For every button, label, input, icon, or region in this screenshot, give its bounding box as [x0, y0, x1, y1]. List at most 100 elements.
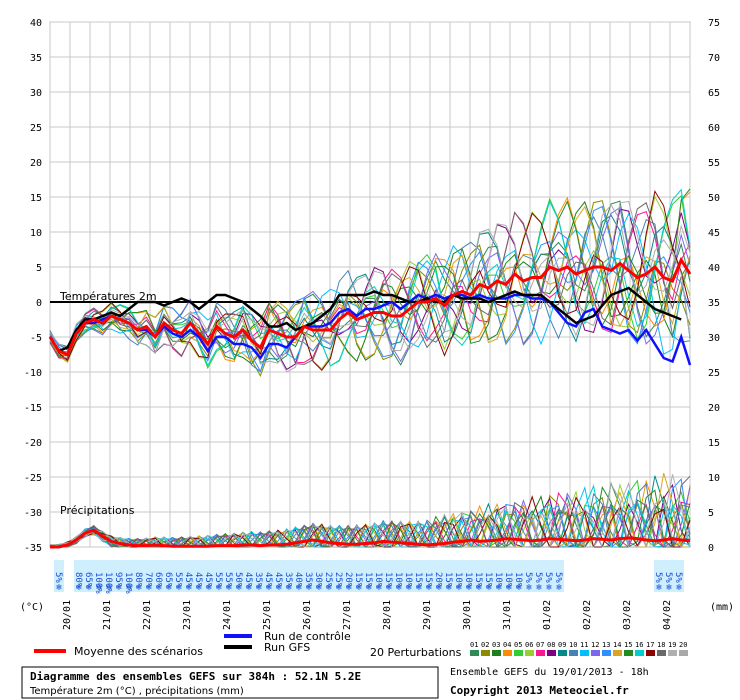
snow-probability-label: 15%: [423, 572, 433, 589]
perturbation-precip-line: [50, 472, 690, 548]
perturb-swatch: [646, 650, 655, 656]
snow-probability-label: 95%: [113, 572, 123, 589]
snow-flake-icon: ❄: [446, 583, 452, 593]
perturb-swatch: [580, 650, 589, 656]
perturb-swatch: [514, 650, 523, 656]
perturb-id: 06: [525, 641, 533, 649]
snow-probability-label: 65%: [163, 572, 173, 589]
snow-cell: [544, 560, 554, 592]
snow-probability-label: 15%: [413, 572, 423, 589]
snow-cell: [394, 560, 404, 592]
left-tick-label: 35: [30, 53, 42, 64]
snow-probability-label: 80%: [73, 572, 83, 589]
box-subtitle: Température 2m (°C) , précipitations (mm…: [29, 685, 244, 697]
x-date-label: 23/01: [182, 600, 193, 630]
snow-flake-icon: ❄: [286, 583, 292, 593]
snow-flake-icon: ❄: [376, 583, 382, 593]
perturb-id: 10: [569, 641, 577, 649]
snow-cell: [524, 560, 534, 592]
perturb-swatch: [525, 650, 534, 656]
snow-cell: [134, 560, 144, 592]
snow-cell: [514, 560, 524, 592]
precipitation-section-label: Précipitations: [60, 504, 135, 517]
right-tick-label: 0: [708, 543, 714, 554]
snow-flake-icon: ❄: [556, 583, 562, 593]
snow-cell: [484, 560, 494, 592]
snow-flake-icon: ❄: [396, 583, 402, 593]
snow-flake-icon: ❄: [366, 583, 372, 593]
legend-control-swatch: [224, 634, 252, 638]
perturb-id: 11: [580, 641, 588, 649]
legend: Run de contrôle Run GFS Moyenne des scén…: [34, 630, 688, 659]
perturbation-temp-line: [49, 205, 691, 363]
perturbation-precip-line: [49, 495, 691, 548]
snow-flake-icon: ❄: [466, 583, 472, 593]
perturb-id: 14: [613, 641, 621, 649]
snow-cell: [404, 560, 414, 592]
box-title: Diagramme des ensembles GEFS sur 384h : …: [30, 670, 361, 683]
snow-cell: [534, 560, 544, 592]
snow-probability-label: 100%: [123, 572, 133, 594]
perturb-id: 03: [492, 641, 500, 649]
left-tick-label: 30: [30, 88, 42, 99]
snow-flake-icon: ❄: [106, 583, 112, 593]
x-date-label: 22/01: [142, 600, 153, 630]
snow-flake-icon: ❄: [146, 583, 152, 593]
snow-probability-label: 25%: [333, 572, 343, 589]
left-tick-label: 5: [36, 263, 42, 274]
right-tick-label: 30: [708, 333, 720, 344]
snow-flake-icon: ❄: [266, 583, 272, 593]
snow-cell: [234, 560, 244, 592]
snow-flake-icon: ❄: [656, 583, 662, 593]
right-tick-label: 50: [708, 193, 720, 204]
snow-probability-label: 10%: [393, 572, 403, 589]
left-tick-label: -5: [30, 333, 42, 344]
snow-flake-icon: ❄: [156, 583, 162, 593]
right-tick-label: 5: [708, 508, 714, 519]
snow-cell: [264, 560, 274, 592]
x-date-label: 03/02: [622, 600, 633, 630]
snow-flake-icon: ❄: [136, 583, 142, 593]
snow-cell: [444, 560, 454, 592]
snow-probability-label: 55%: [223, 572, 233, 589]
perturb-swatch: [558, 650, 567, 656]
perturb-swatch: [668, 650, 677, 656]
right-tick-label: 65: [708, 88, 720, 99]
legend-perturb-swatches: 01 02 03 04 05 06 07 08 09 10 11 12 13 14 15 16 17 18 19 20: [470, 641, 688, 656]
snow-probability-label: 10%: [453, 572, 463, 589]
legend-mean-swatch: [34, 649, 66, 653]
snow-flake-icon: ❄: [226, 583, 232, 593]
snow-flake-icon: ❄: [336, 583, 342, 593]
right-tick-label: 10: [708, 473, 720, 484]
snow-cell: [664, 560, 674, 592]
snow-flake-icon: ❄: [236, 583, 242, 593]
snow-probability-label: 5%: [543, 572, 553, 583]
snow-probability-label: 35%: [253, 572, 263, 589]
snow-probability-label: 10%: [463, 572, 473, 589]
perturbation-temp-line: [49, 200, 691, 366]
perturb-id: 04: [503, 641, 511, 649]
snow-probability-label: 15%: [363, 572, 373, 589]
x-date-label: 27/01: [342, 600, 353, 630]
run-info: Ensemble GEFS du 19/01/2013 - 18h: [450, 667, 649, 678]
snow-probability-label: 10%: [373, 572, 383, 589]
perturbation-temp-line: [49, 194, 691, 370]
x-date-label: 02/02: [582, 600, 593, 630]
snow-flake-icon: ❄: [676, 583, 682, 593]
snow-flake-icon: ❄: [386, 583, 392, 593]
snow-flake-icon: ❄: [346, 583, 352, 593]
right-tick-label: 20: [708, 403, 720, 414]
snow-probability-label: 80%: [133, 572, 143, 589]
perturb-swatch: [624, 650, 633, 656]
snow-cell: [304, 560, 314, 592]
perturb-swatch: [492, 650, 501, 656]
legend-control-label: Run de contrôle: [264, 630, 351, 643]
snow-cell: [494, 560, 504, 592]
left-tick-label: 25: [30, 123, 42, 134]
snow-cell: [94, 560, 104, 592]
snow-flake-icon: ❄: [426, 583, 432, 593]
snow-probability-label: 15%: [383, 572, 393, 589]
legend-mean-label: Moyenne des scénarios: [74, 645, 203, 658]
copyright: Copyright 2013 Meteociel.fr: [450, 684, 629, 697]
snow-cell: [414, 560, 424, 592]
